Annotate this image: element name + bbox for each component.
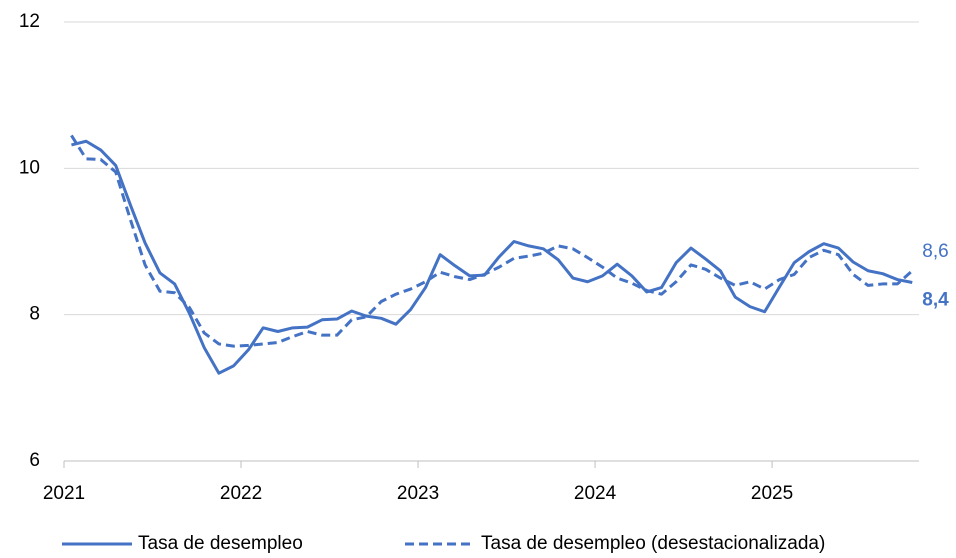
legend-label: Tasa de desempleo (desestacionalizada) xyxy=(481,533,825,554)
value-label: 8,6 xyxy=(922,241,948,262)
x-tick-label: 2022 xyxy=(220,483,262,504)
value-label: 8,4 xyxy=(922,289,949,310)
y-tick-label: 10 xyxy=(19,157,40,178)
legend-label: Tasa de desempleo xyxy=(138,533,303,554)
y-tick-label: 8 xyxy=(29,304,40,325)
x-tick-label: 2021 xyxy=(43,483,85,504)
y-tick-label: 6 xyxy=(29,450,40,471)
series-line xyxy=(70,134,914,348)
y-tick-label: 12 xyxy=(19,11,40,32)
x-tick-label: 2024 xyxy=(574,483,617,504)
x-tick-label: 2023 xyxy=(397,483,439,504)
x-tick-label: 2025 xyxy=(751,483,793,504)
series-line xyxy=(71,139,913,375)
